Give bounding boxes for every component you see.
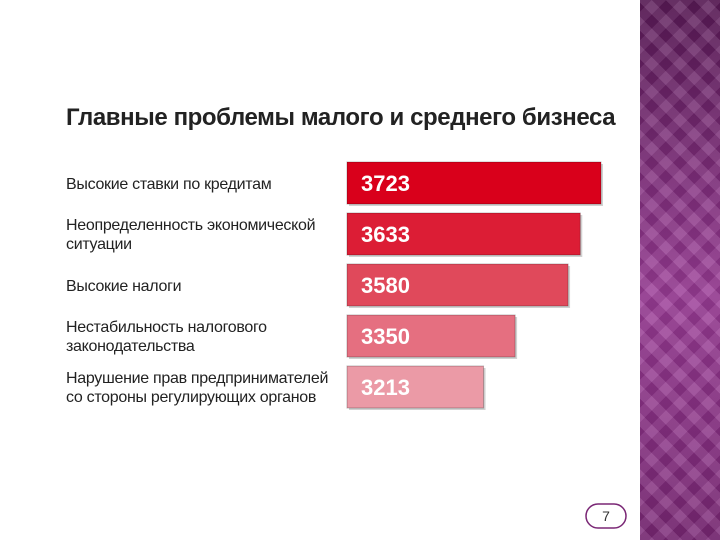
bar (346, 263, 569, 307)
page-number-badge (585, 503, 627, 529)
decorative-side-panel (640, 0, 720, 540)
category-label: Высокие ставки по кредитам (66, 176, 272, 193)
page-number-text: 7 (602, 508, 610, 524)
chart-title: Главные проблемы малого и среднего бизне… (66, 104, 616, 131)
category-label: Неопределенность экономической ситуации (66, 217, 316, 253)
bar-value-label: 3350 (361, 324, 410, 349)
bar-value-label: 3580 (361, 273, 410, 298)
category-label: Нестабильность налогового законодательст… (66, 319, 267, 355)
bar-chart: 3723 3633 3580 3350 3213 (346, 161, 603, 410)
bar (346, 161, 602, 205)
bar-value-label: 3723 (361, 171, 410, 196)
category-label: Нарушение прав предпринимателей со сторо… (66, 370, 329, 406)
bar (346, 365, 485, 409)
bar-value-label: 3633 (361, 222, 410, 247)
bar (346, 314, 516, 358)
bar (346, 212, 581, 256)
category-label: Высокие налоги (66, 278, 182, 295)
page-number: 7 (585, 503, 627, 529)
slide: Главные проблемы малого и среднего бизне… (66, 104, 627, 529)
bar-value-label: 3213 (361, 375, 410, 400)
